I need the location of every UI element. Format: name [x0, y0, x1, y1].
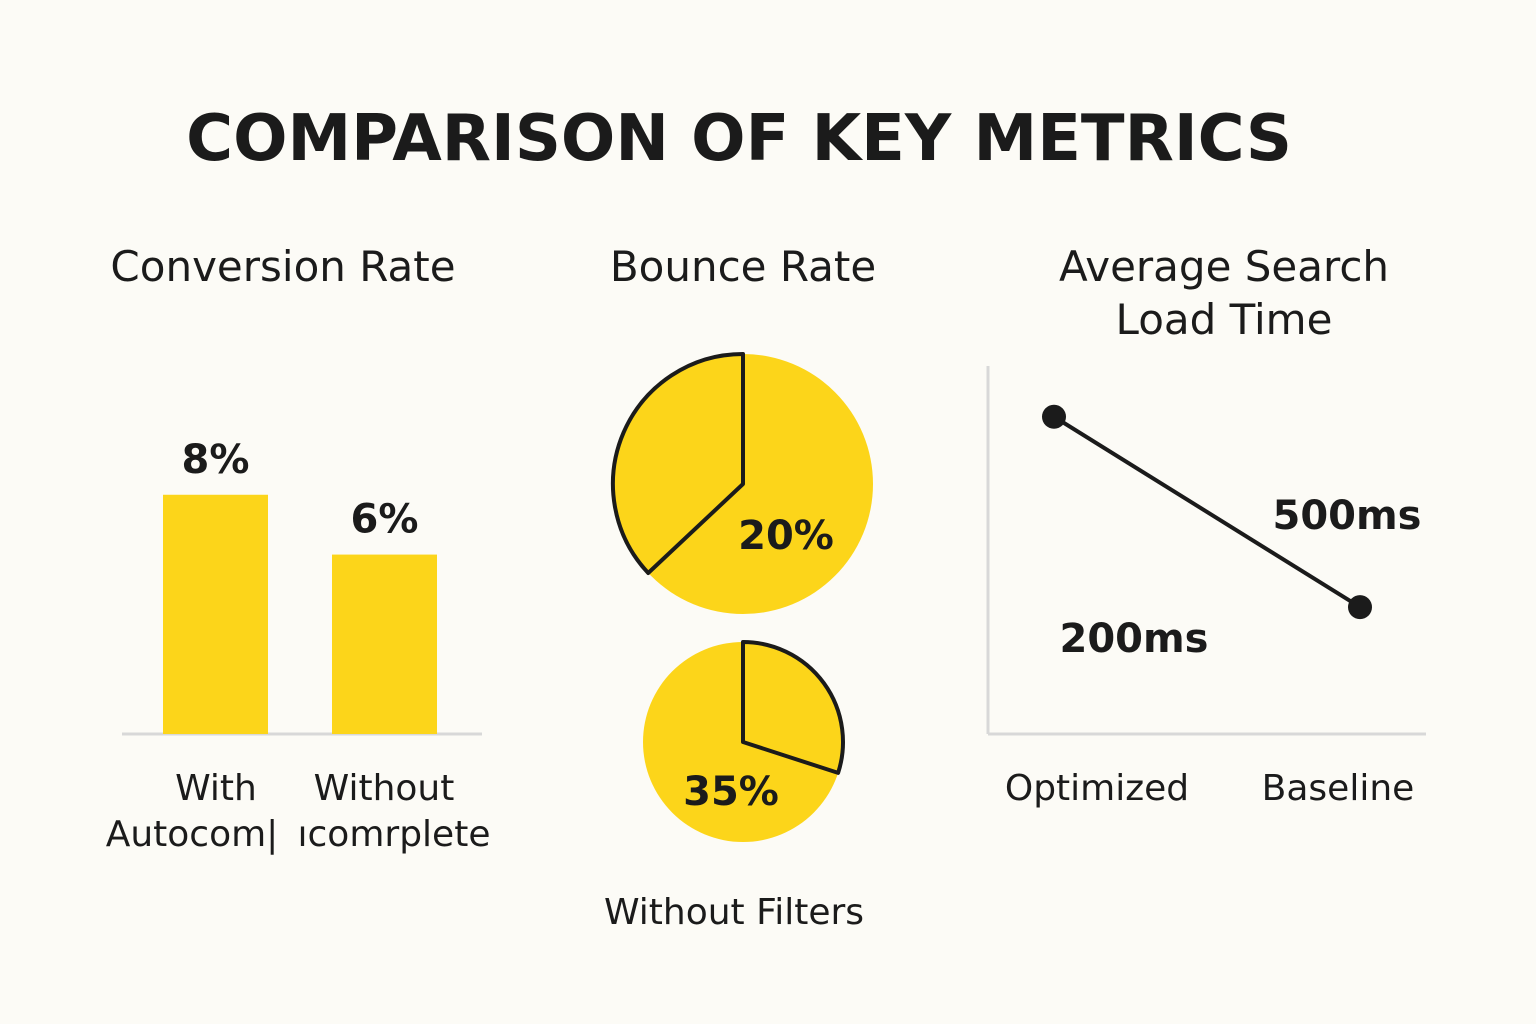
pie-bottom-slice: [741, 640, 845, 775]
category-label-without: Without: [314, 768, 455, 809]
load-time-title-line2: Load Time: [1116, 295, 1333, 344]
pie-caption: Without Filters: [604, 892, 864, 933]
load-time-panel: Average Search Load Time 200ms 500ms Opt…: [986, 242, 1426, 809]
bounce-rate-panel: Bounce Rate 20% 35% Without Filters: [604, 242, 876, 933]
value-label-200ms: 200ms: [1060, 616, 1209, 662]
bar-with-autocomplete: [163, 494, 268, 734]
category-label-with: With: [175, 768, 257, 809]
data-point-baseline: [1348, 595, 1372, 620]
x-label-optimized: Optimized: [1005, 768, 1189, 809]
conversion-rate-panel: Conversion Rate 8% 6% With Autocom| With…: [106, 242, 491, 855]
bar-value-label: 6%: [351, 497, 419, 543]
bar-without-autocomplete: [332, 554, 437, 734]
category-label-with-line2: Autocom|: [106, 814, 279, 855]
pie-top-slice: [611, 352, 745, 575]
value-label-500ms: 500ms: [1273, 493, 1422, 539]
pie-bottom-value: 35%: [683, 769, 779, 815]
main-title: COMPARISON OF KEY METRICS: [186, 102, 1292, 176]
load-time-title-line1: Average Search: [1059, 242, 1389, 291]
series-line: [1052, 415, 1362, 609]
pie-top-value: 20%: [738, 513, 834, 559]
category-label-without-line2: ıcomrplete: [298, 814, 491, 855]
bar-value-label: 8%: [182, 437, 250, 483]
data-point-optimized: [1042, 404, 1066, 429]
x-label-baseline: Baseline: [1262, 768, 1415, 809]
conversion-rate-title: Conversion Rate: [110, 242, 455, 291]
bounce-rate-title: Bounce Rate: [610, 242, 876, 291]
